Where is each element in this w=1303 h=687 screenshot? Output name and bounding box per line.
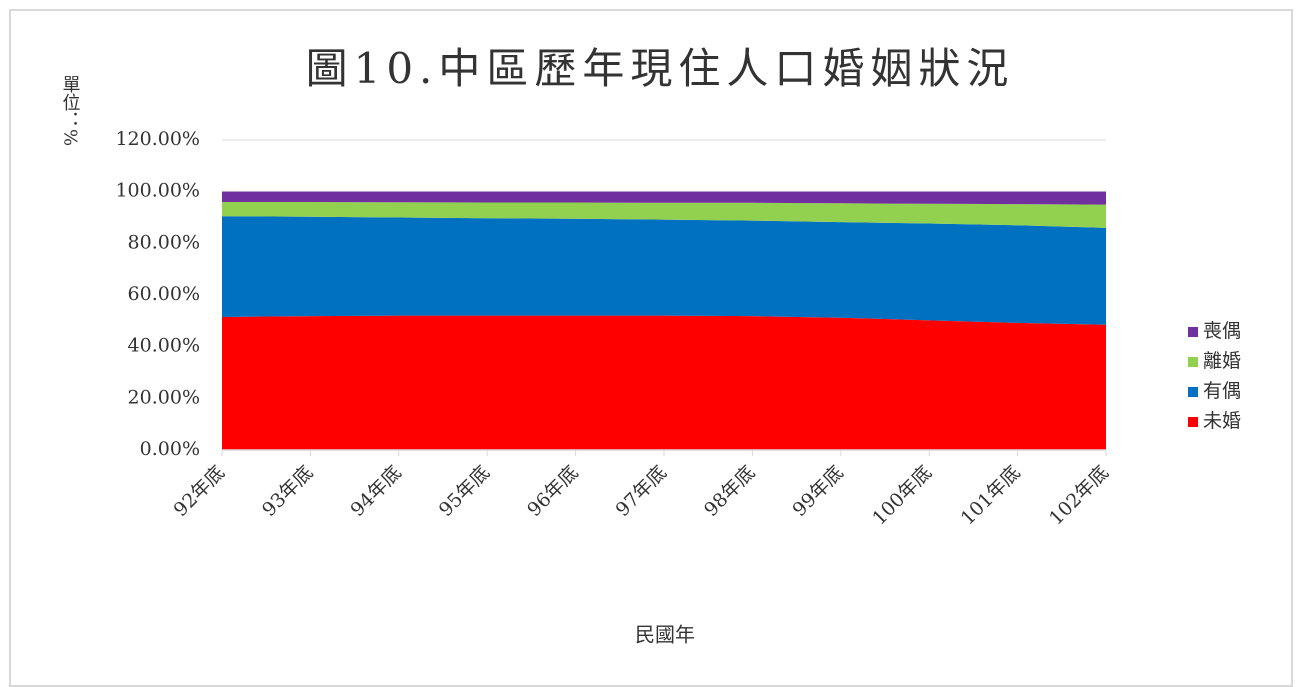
area <box>222 191 1106 205</box>
y-tick-label: 120.00% <box>115 128 200 150</box>
legend-label: 有偶 <box>1203 380 1241 402</box>
legend-label: 喪偶 <box>1203 320 1241 342</box>
area <box>222 315 1106 450</box>
legend-label: 未婚 <box>1203 410 1241 432</box>
area <box>222 216 1106 325</box>
y-tick-label: 20.00% <box>128 386 200 408</box>
chart-title: 圖10.中區歷年現住人口婚姻狀況 <box>306 44 1015 93</box>
y-tick-label: 40.00% <box>128 335 200 357</box>
y-axis-label: 單位：% <box>60 75 81 146</box>
area <box>222 202 1106 228</box>
legend-swatch <box>1188 327 1198 337</box>
legend-swatch <box>1188 357 1198 367</box>
y-tick-label: 60.00% <box>128 283 200 305</box>
legend-swatch <box>1188 417 1198 427</box>
legend-swatch <box>1188 387 1198 397</box>
x-axis-label: 民國年 <box>635 623 695 647</box>
y-tick-label: 100.00% <box>115 180 200 202</box>
y-tick-label: 0.00% <box>140 438 200 460</box>
legend-label: 離婚 <box>1203 350 1241 372</box>
y-tick-label: 80.00% <box>128 231 200 253</box>
